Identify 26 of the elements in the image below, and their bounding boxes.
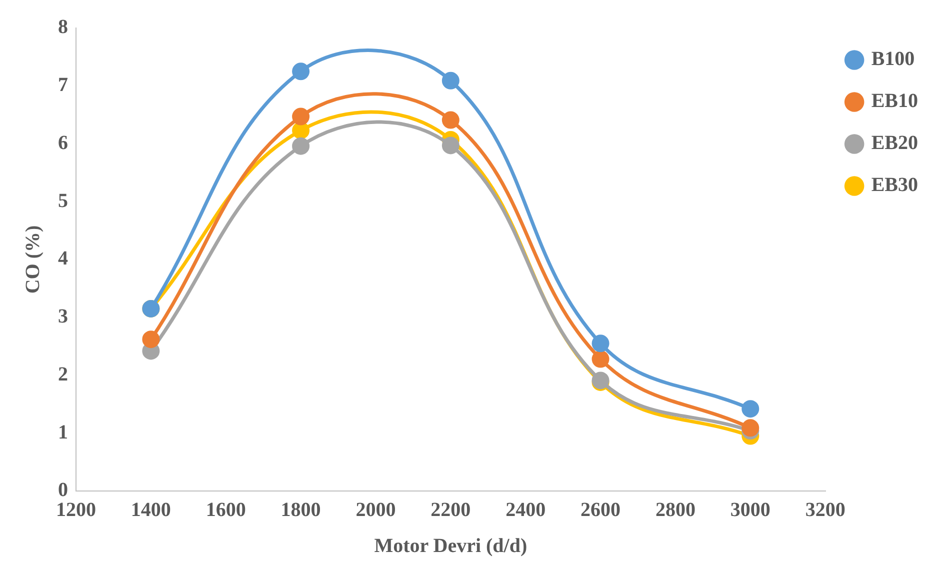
y-tick-label: 2 (58, 363, 68, 386)
y-tick-label: 5 (58, 190, 68, 212)
y-tick-label: 1 (58, 421, 68, 444)
legend-label: EB10 (871, 90, 918, 112)
x-tick-label: 2800 (655, 499, 696, 522)
x-tick-label: 2200 (430, 499, 471, 522)
x-tick-label: 2400 (506, 499, 546, 522)
x-tick-label: 1800 (280, 499, 321, 522)
x-tick-label: 1400 (130, 499, 171, 522)
y-axis-title: CO (%) (22, 225, 44, 294)
legend-label: EB30 (871, 174, 918, 196)
x-tick-label: 1200 (56, 499, 96, 522)
legend-label: B100 (871, 48, 915, 70)
x-tick-label: 2600 (580, 499, 621, 522)
x-tick-label: 3200 (805, 499, 846, 522)
y-tick-label: 7 (58, 74, 68, 96)
legend-label: EB20 (871, 132, 918, 154)
y-tick-label: 3 (58, 306, 68, 328)
x-tick-label: 2000 (356, 499, 396, 522)
x-tick-label: 3000 (730, 499, 770, 522)
x-axis-title: Motor Devri (d/d) (374, 535, 528, 558)
y-tick-label: 4 (58, 248, 68, 270)
y-tick-label: 0 (58, 479, 68, 502)
x-tick-label: 1600 (206, 499, 246, 522)
y-tick-label: 6 (58, 132, 68, 154)
y-tick-label: 8 (58, 16, 68, 38)
